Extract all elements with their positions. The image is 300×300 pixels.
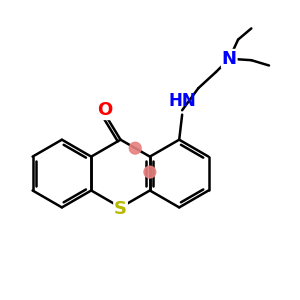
Text: HN: HN: [168, 92, 196, 110]
Circle shape: [129, 142, 141, 154]
Text: S: S: [114, 200, 127, 218]
Text: O: O: [97, 101, 112, 119]
Text: N: N: [222, 50, 237, 68]
Circle shape: [144, 166, 156, 178]
